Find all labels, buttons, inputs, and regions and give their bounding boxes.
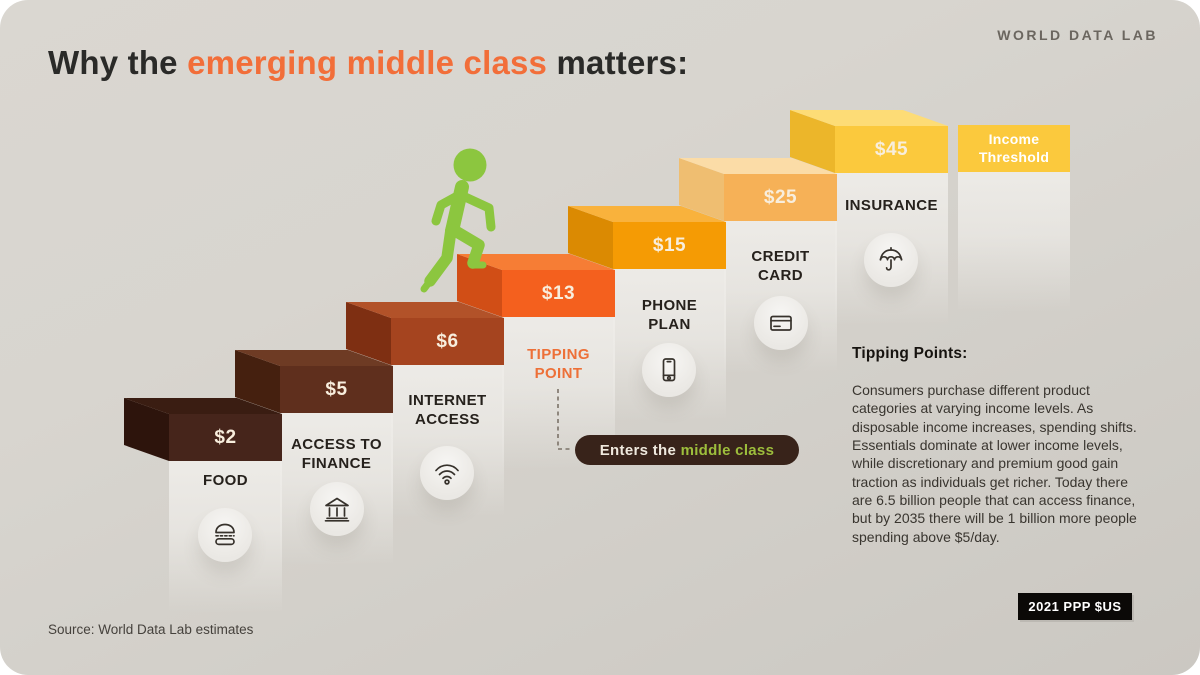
wifi-icon [435,464,459,485]
step-side-face [124,398,169,461]
step-food [124,398,282,461]
step-value: $45 [874,139,909,160]
step-value: $6 [436,331,459,352]
step-phone-plan [568,206,726,269]
step-credit-card [679,158,837,221]
step-top-face [124,398,282,414]
insurance-icon-circle [864,233,918,287]
step-side-face [790,110,835,173]
phone-icon [662,358,676,382]
step-front-face [502,270,615,317]
tipping-point-dashed-line [557,389,571,450]
credit-card-icon-circle [754,296,808,350]
step-side-face [457,254,502,317]
step-top-face [568,206,726,222]
bank-icon [324,497,350,522]
step-label-insurance: INSURANCE [845,197,938,214]
income-threshold-tag: Income Threshold [958,125,1070,172]
step-access-to-finance [235,350,393,413]
step-label-credit-card: CREDIT CARD [751,248,810,284]
pill-highlight: middle class [680,441,775,459]
title-suffix: matters: [547,44,689,81]
step-front-face [280,366,393,413]
step-front-face [391,318,504,365]
climbing-person-icon [420,148,496,293]
step-side-face [235,350,280,413]
burger-icon [215,523,235,546]
step-front-face [169,414,282,461]
title-highlight: emerging middle class [187,44,548,81]
umbrella-icon [879,246,903,271]
food-icon-circle [198,508,252,562]
step-value: $25 [763,187,798,208]
step-side-face [679,158,724,221]
ppp-badge: 2021 PPP $US [1018,593,1132,620]
source-note: Source: World Data Lab estimates [48,622,254,637]
step-insurance [790,110,948,173]
step-label-phone: PHONE PLAN [641,297,698,333]
step-front-face [724,174,837,221]
step-side-face [346,302,391,365]
step-value: $13 [541,283,576,304]
step-label-food: FOOD [203,472,248,489]
step-top-face [679,158,837,174]
tipping-points-body: Consumers purchase different product cat… [852,382,1137,545]
step-label-tipping-point: TIPPING POINT [527,346,590,382]
step-tipping-point [457,254,615,317]
step-top-face [346,302,504,318]
step-value: $2 [214,427,237,448]
step-internet-access [346,302,504,365]
step-label-finance: ACCESS TO FINANCE [291,436,382,472]
step-front-face [613,222,726,269]
step-column-income-threshold [958,172,1070,312]
step-top-face [457,254,615,270]
step-value: $5 [325,379,348,400]
page-title: Why the emerging middle class matters: [48,44,688,82]
brand-logo: WORLD DATA LAB [997,27,1158,43]
step-side-face [568,206,613,269]
step-top-face [235,350,393,366]
enters-middle-class-pill: Enters the middle class [575,435,799,465]
finance-icon-circle [310,482,364,536]
title-prefix: Why the [48,44,188,81]
step-front-face [835,126,948,173]
step-label-internet: INTERNET ACCESS [408,392,487,428]
pill-text: Enters the [599,441,681,459]
phone-icon-circle [642,343,696,397]
step-top-face [790,110,948,126]
credit-card-icon [770,315,792,331]
internet-icon-circle [420,446,474,500]
tipping-points-heading: Tipping Points: [852,345,968,362]
step-value: $15 [652,235,687,256]
